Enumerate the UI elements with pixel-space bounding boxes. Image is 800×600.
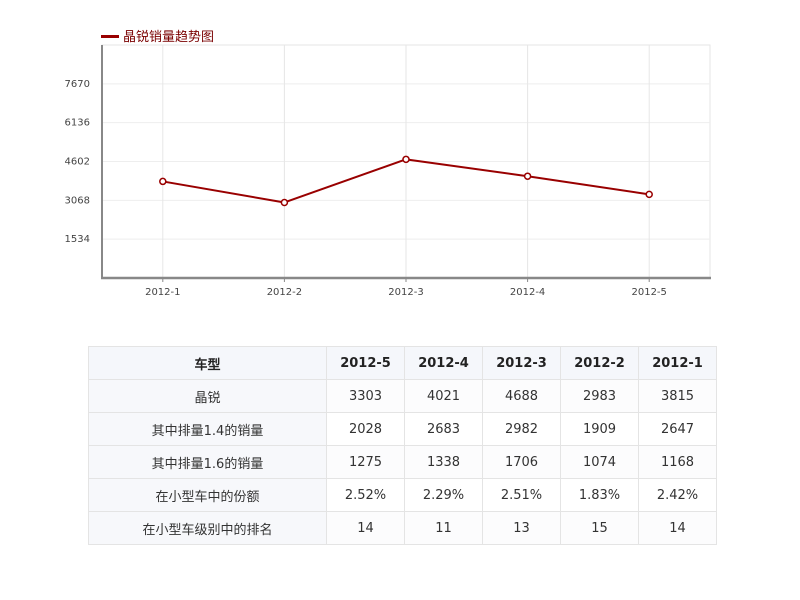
table-cell: 1706 [482, 445, 561, 479]
table-row: 其中排量1.4的销量 2028 2683 2982 1909 2647 [88, 412, 717, 446]
table-cell: 13 [482, 511, 561, 545]
y-tick-labels: 1534 3068 4602 6136 7670 [65, 79, 90, 245]
grid [101, 44, 711, 279]
table-cell: 2.42% [638, 478, 717, 512]
table-cell: 1909 [560, 412, 639, 446]
table-cell: 2982 [482, 412, 561, 446]
data-point [402, 155, 410, 164]
table-cell: 2.51% [482, 478, 561, 512]
table-cell: 11 [404, 511, 483, 545]
row-label: 在小型车级别中的排名 [88, 511, 327, 545]
table-cell: 2647 [638, 412, 717, 446]
y-tick-label: 3068 [65, 195, 90, 206]
table-row: 其中排量1.6的销量 1275 1338 1706 1074 1168 [88, 445, 717, 479]
header-cell: 2012-3 [482, 346, 561, 380]
x-tick-label: 2012-5 [631, 287, 666, 298]
table-cell: 1338 [404, 445, 483, 479]
row-label: 其中排量1.6的销量 [88, 445, 327, 479]
header-cell: 2012-5 [326, 346, 405, 380]
table-cell: 4688 [482, 379, 561, 413]
table-header-row: 车型 2012-5 2012-4 2012-3 2012-2 2012-1 [88, 346, 717, 380]
table-row: 晶锐 3303 4021 4688 2983 3815 [88, 379, 717, 413]
table-cell: 15 [560, 511, 639, 545]
x-tick-label: 2012-4 [510, 287, 545, 298]
header-cell: 2012-2 [560, 346, 639, 380]
row-label: 晶锐 [88, 379, 327, 413]
data-point [523, 172, 532, 180]
table-cell: 3815 [638, 379, 717, 413]
x-tick-labels: 2012-1 2012-2 2012-3 2012-4 2012-5 [145, 287, 667, 298]
legend-swatch [101, 35, 119, 38]
table-cell: 4021 [404, 379, 483, 413]
table-cell: 2.29% [404, 478, 483, 512]
table-row: 在小型车级别中的排名 14 11 13 15 14 [88, 511, 717, 545]
y-tick-label: 6136 [65, 118, 90, 129]
table-cell: 2983 [560, 379, 639, 413]
data-point [280, 198, 289, 207]
series-sales [159, 155, 653, 207]
table-row: 在小型车中的份额 2.52% 2.29% 2.51% 1.83% 2.42% [88, 478, 717, 512]
data-point [159, 177, 167, 186]
x-tick-label: 2012-3 [388, 287, 423, 298]
table-cell: 3303 [326, 379, 405, 413]
table-cell: 1168 [638, 445, 717, 479]
row-label: 在小型车中的份额 [88, 478, 327, 512]
table-cell: 2.52% [326, 478, 405, 512]
data-point [645, 190, 653, 199]
table-cell: 1.83% [560, 478, 639, 512]
header-cell: 车型 [88, 346, 327, 380]
table-cell: 1074 [560, 445, 639, 479]
table-cell: 14 [326, 511, 405, 545]
table-cell: 2683 [404, 412, 483, 446]
table-cell: 14 [638, 511, 717, 545]
header-cell: 2012-1 [638, 346, 717, 380]
legend: 晶锐销量趋势图 [101, 29, 214, 45]
row-label: 其中排量1.4的销量 [88, 412, 327, 446]
sales-table: 车型 2012-5 2012-4 2012-3 2012-2 2012-1 晶锐… [88, 346, 717, 545]
header-cell: 2012-4 [404, 346, 483, 380]
x-tick-label: 2012-2 [267, 287, 302, 298]
axes [101, 45, 711, 282]
legend-label: 晶锐销量趋势图 [123, 29, 214, 45]
y-tick-label: 7670 [65, 79, 90, 90]
y-tick-label: 1534 [65, 234, 90, 245]
table-cell: 2028 [326, 412, 405, 446]
y-tick-label: 4602 [65, 157, 90, 168]
x-tick-label: 2012-1 [145, 287, 180, 298]
table-cell: 1275 [326, 445, 405, 479]
